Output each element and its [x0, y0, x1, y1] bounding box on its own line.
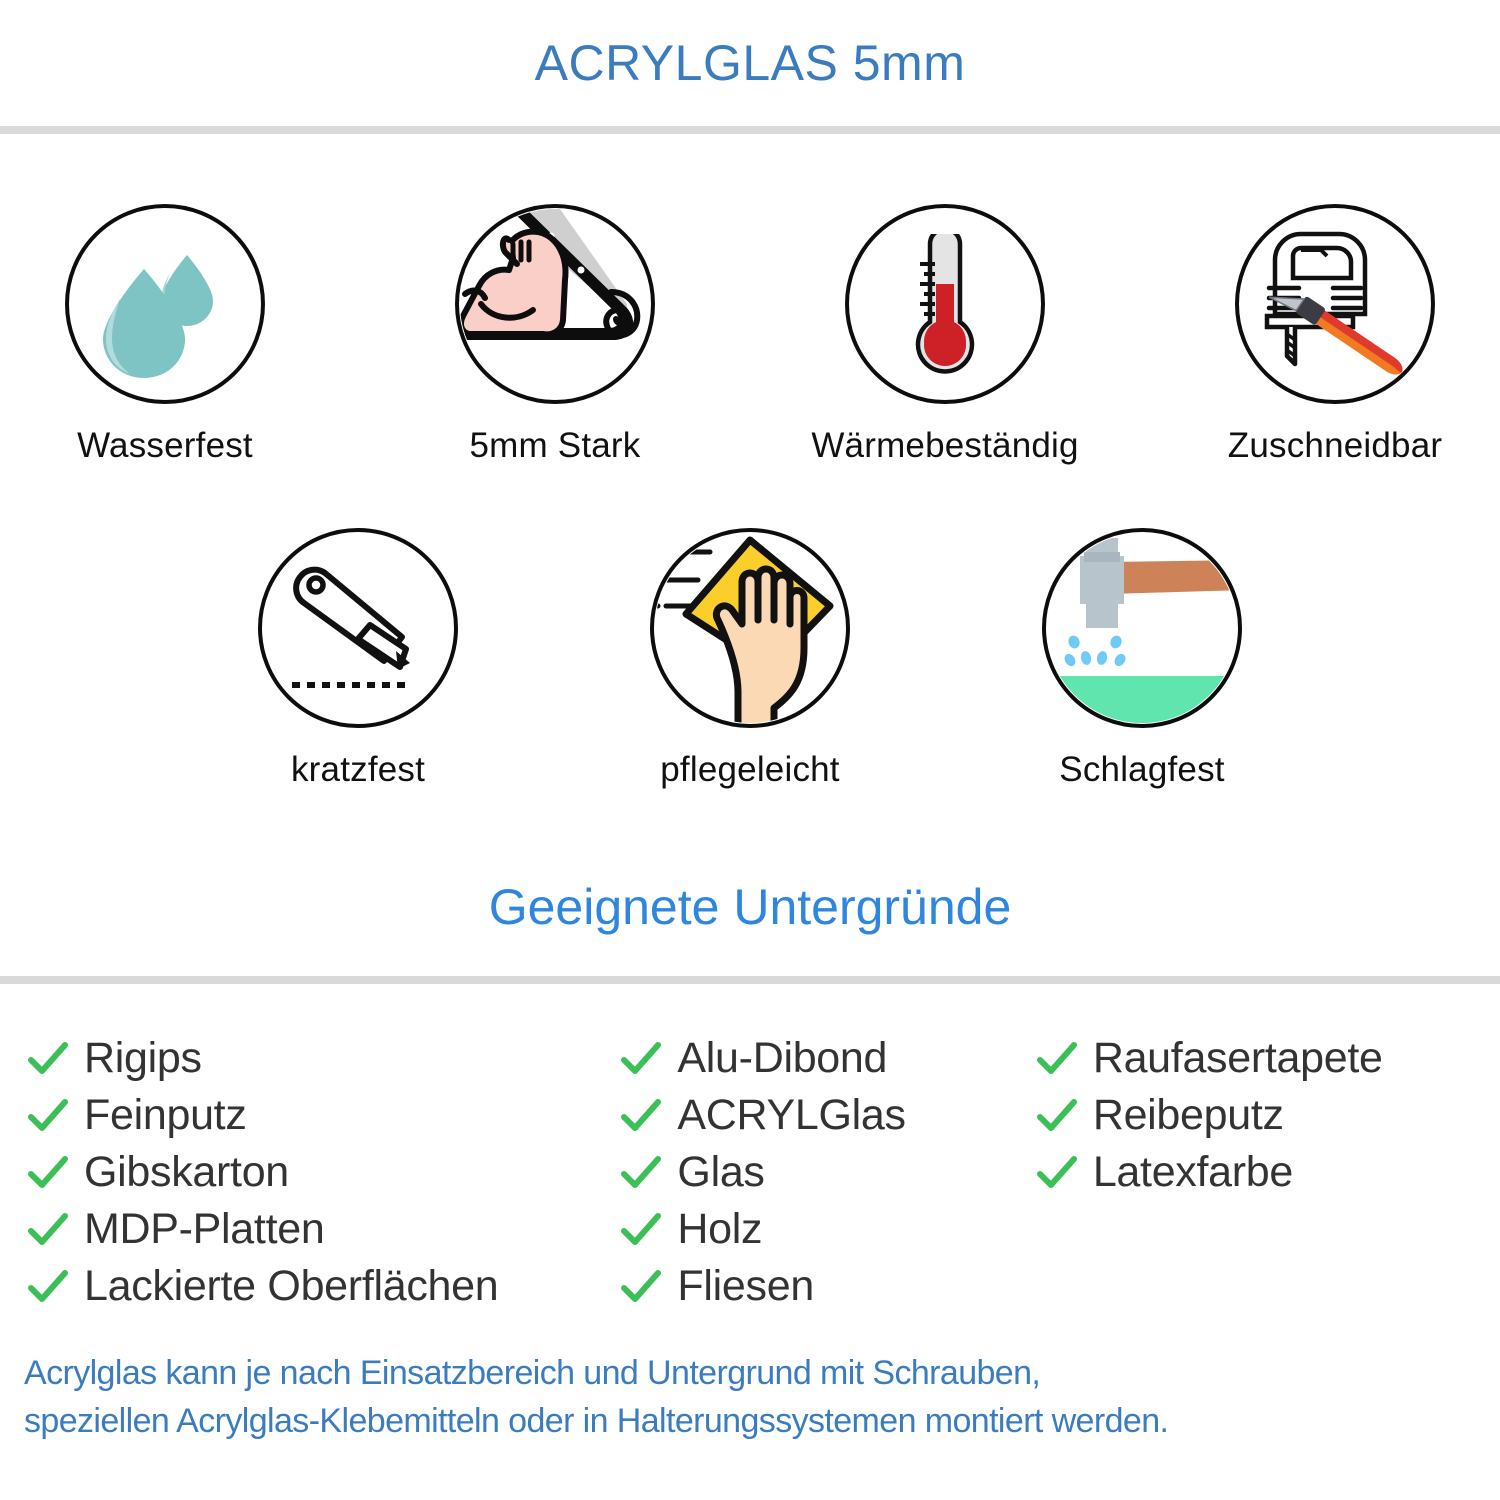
list-item-label: MDP-Platten	[84, 1205, 325, 1253]
feature-pflegeleicht[interactable]: pflegeleicht	[610, 528, 890, 790]
feature-schlagfest[interactable]: Schlagfest	[1002, 528, 1282, 790]
feature-label: 5mm Stark	[469, 426, 641, 465]
feature-kratzfest[interactable]: kratzfest	[218, 528, 498, 790]
list-item[interactable]: MDP-Platten	[28, 1201, 621, 1258]
feature-label: Wärmebeständig	[811, 426, 1079, 465]
list-item[interactable]: Feinputz	[28, 1087, 621, 1144]
feature-icon-circle	[455, 204, 655, 404]
list-item[interactable]: Raufasertapete	[1036, 1030, 1472, 1087]
list-item[interactable]: ACRYLGlas	[621, 1087, 1036, 1144]
checklist-column-3: Raufasertapete Reibeputz Latexfarbe	[1036, 1030, 1472, 1315]
divider-top	[0, 126, 1500, 134]
list-item-label: Lackierte Oberflächen	[84, 1262, 499, 1310]
check-icon	[28, 1155, 68, 1188]
list-item-label: ACRYLGlas	[677, 1091, 906, 1139]
footer-line-1: Acrylglas kann je nach Einsatzbereich un…	[24, 1354, 1041, 1392]
feature-icon-circle	[258, 528, 458, 728]
list-item-label: Latexfarbe	[1092, 1148, 1294, 1196]
check-icon	[621, 1269, 662, 1302]
feature-waermebestaendig[interactable]: Wärmebeständig	[805, 204, 1085, 466]
checklist-column-1: Rigips Feinputz Gibskarton MDP-Platten L…	[28, 1030, 621, 1315]
check-icon	[1036, 1155, 1077, 1188]
check-icon	[621, 1155, 662, 1188]
check-icon	[28, 1269, 68, 1302]
list-item[interactable]: Lackierte Oberflächen	[28, 1258, 621, 1315]
cutter-knife-scratch-icon	[292, 566, 410, 688]
check-icon	[1036, 1041, 1077, 1074]
feature-icon-circle	[845, 204, 1045, 404]
list-item[interactable]: Glas	[621, 1144, 1036, 1201]
jigsaw-and-knife-icon	[1264, 231, 1403, 375]
list-item-label: Fliesen	[677, 1262, 814, 1310]
thermometer-icon	[915, 234, 975, 374]
list-item[interactable]: Latexfarbe	[1036, 1144, 1472, 1201]
checklist-column-2: Alu-Dibond ACRYLGlas Glas Holz Fliesen	[621, 1030, 1036, 1315]
hammer-impact-icon	[1047, 538, 1237, 723]
list-item-label: Raufasertapete	[1092, 1034, 1383, 1082]
check-icon	[621, 1212, 662, 1245]
feature-zuschneidbar[interactable]: Zuschneidbar	[1195, 204, 1475, 466]
hand-with-cloth-icon	[655, 536, 834, 723]
feature-label: Zuschneidbar	[1227, 426, 1443, 465]
check-icon	[28, 1041, 68, 1074]
feature-label: Schlagfest	[1059, 750, 1225, 789]
list-item[interactable]: Alu-Dibond	[621, 1030, 1036, 1087]
check-icon	[28, 1098, 68, 1131]
check-icon	[621, 1041, 662, 1074]
flexed-bicep-icon	[460, 209, 641, 340]
water-drops-icon	[103, 255, 213, 378]
section-heading: Geeignete Untergründe	[488, 879, 1012, 935]
check-icon	[621, 1098, 662, 1131]
list-item-label: Alu-Dibond	[677, 1034, 888, 1082]
footer-line-2: speziellen Acrylglas-Klebemitteln oder i…	[24, 1402, 1169, 1441]
feature-icon-circle	[65, 204, 265, 404]
feature-row-2: kratzfest	[0, 528, 1500, 790]
list-item-label: Reibeputz	[1092, 1091, 1284, 1139]
checklist: Rigips Feinputz Gibskarton MDP-Platten L…	[0, 984, 1500, 1315]
footer-note: Acrylglas kann je nach Einsatzbereich un…	[0, 1315, 1500, 1446]
list-item-label: Glas	[677, 1148, 765, 1196]
list-item[interactable]: Rigips	[28, 1030, 621, 1087]
list-item-label: Gibskarton	[84, 1148, 289, 1196]
divider-middle	[0, 976, 1500, 984]
list-item[interactable]: Holz	[621, 1201, 1036, 1258]
list-item-label: Feinputz	[84, 1091, 247, 1139]
feature-label: pflegeleicht	[660, 750, 840, 789]
list-item[interactable]: Gibskarton	[28, 1144, 621, 1201]
feature-5mm-stark[interactable]: 5mm Stark	[415, 204, 695, 466]
list-item[interactable]: Reibeputz	[1036, 1087, 1472, 1144]
feature-icon-circle	[650, 528, 850, 728]
feature-icon-circle	[1235, 204, 1435, 404]
list-item-label: Rigips	[84, 1034, 202, 1082]
feature-icon-circle	[1042, 528, 1242, 728]
feature-label: kratzfest	[290, 750, 426, 789]
list-item-label: Holz	[677, 1205, 763, 1253]
feature-wasserfest[interactable]: Wasserfest	[25, 204, 305, 466]
feature-row-1: Wasserfest	[0, 204, 1500, 466]
check-icon	[28, 1212, 68, 1245]
feature-label: Wasserfest	[77, 426, 253, 465]
list-item[interactable]: Fliesen	[621, 1258, 1036, 1315]
page-title: ACRYLGLAS 5mm	[534, 35, 966, 91]
check-icon	[1036, 1098, 1077, 1131]
features-section: Wasserfest	[0, 134, 1500, 790]
